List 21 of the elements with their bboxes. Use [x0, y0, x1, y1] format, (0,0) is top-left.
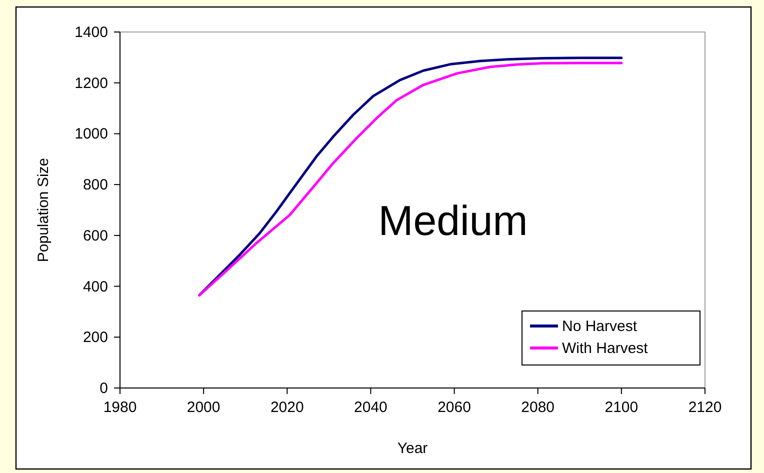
- x-tick-label: 2100: [604, 399, 638, 416]
- x-tick-label: 2120: [688, 399, 722, 416]
- annotation: Medium: [378, 197, 528, 244]
- x-tick-label: 2040: [354, 399, 388, 416]
- y-tick-label: 1400: [74, 24, 108, 41]
- legend-label: No Harvest: [562, 318, 638, 335]
- y-axis-title: Population Size: [35, 158, 52, 262]
- y-tick-label: 0: [100, 380, 108, 397]
- y-tick-label: 400: [82, 278, 108, 296]
- x-axis-title: Year: [397, 440, 428, 457]
- x-tick-label: 2060: [438, 399, 471, 416]
- x-tick-label: 2000: [186, 399, 220, 416]
- y-tick-label: 200: [82, 329, 108, 346]
- y-tick-label: 1200: [74, 74, 108, 92]
- x-tick-label: 1980: [103, 399, 137, 416]
- y-tick-label: 1000: [74, 126, 108, 143]
- x-tick-label: 2080: [521, 399, 555, 416]
- x-tick-label: 2020: [270, 399, 304, 416]
- y-tick-label: 600: [82, 227, 108, 244]
- legend-label: With Harvest: [562, 340, 649, 357]
- y-tick-label: 800: [82, 176, 108, 194]
